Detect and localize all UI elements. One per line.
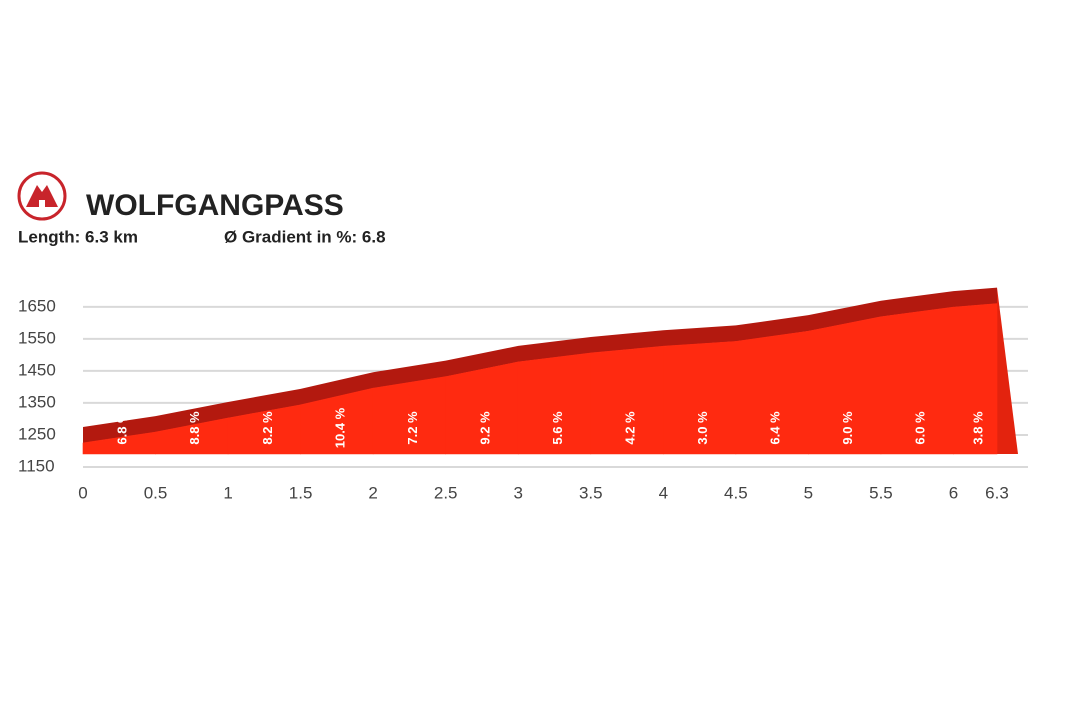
chart-title: WOLFGANGPASS	[86, 189, 344, 222]
gradient-label: 8.2 %	[260, 411, 275, 445]
x-tick-label: 5	[804, 483, 813, 502]
gradient-label: 8.8 %	[187, 411, 202, 445]
x-tick-label: 5.5	[869, 483, 893, 502]
y-tick-label: 1650	[18, 296, 56, 315]
gradient-segment	[953, 303, 998, 455]
gradient-label: 6.4 %	[768, 411, 783, 445]
x-tick-label: 1	[223, 483, 232, 502]
x-tick-label: 6.3	[985, 483, 1009, 502]
profile-band	[83, 287, 997, 443]
gradient-label: 6.0 %	[913, 411, 928, 445]
gradient-label: 3.8 %	[971, 411, 986, 445]
y-tick-label: 1450	[18, 360, 56, 379]
x-tick-label: 2.5	[434, 483, 458, 502]
gradient-label: 10.4 %	[332, 407, 347, 448]
x-tick-label: 0	[78, 483, 87, 502]
pass-icon	[17, 171, 67, 221]
x-tick-label: 2	[368, 483, 377, 502]
avg-gradient: Ø Gradient in %: 6.8	[224, 227, 386, 246]
x-tick-label: 0.5	[144, 483, 168, 502]
length: Length: 6.3 km	[18, 227, 138, 246]
y-tick-label: 1150	[18, 456, 55, 475]
gradient-label: 5.6 %	[550, 411, 565, 445]
y-tick-label: 1250	[18, 424, 56, 443]
gradient-label: 9.0 %	[840, 411, 855, 445]
y-tick-label: 1550	[18, 328, 56, 347]
gradient-label: 6.8 %	[115, 411, 130, 445]
gradient-label: 9.2 %	[477, 411, 492, 445]
x-tick-label: 6	[949, 483, 958, 502]
y-tick-label: 1350	[18, 392, 56, 411]
gradient-label: 7.2 %	[405, 411, 420, 445]
gradient-label: 3.0 %	[695, 411, 710, 445]
profile-side	[997, 287, 1018, 454]
x-tick-label: 3.5	[579, 483, 603, 502]
gradient-label: 4.2 %	[622, 411, 637, 445]
x-tick-label: 4	[659, 483, 668, 502]
x-tick-label: 1.5	[289, 483, 313, 502]
x-tick-label: 4.5	[724, 483, 748, 502]
x-tick-label: 3	[514, 483, 523, 502]
